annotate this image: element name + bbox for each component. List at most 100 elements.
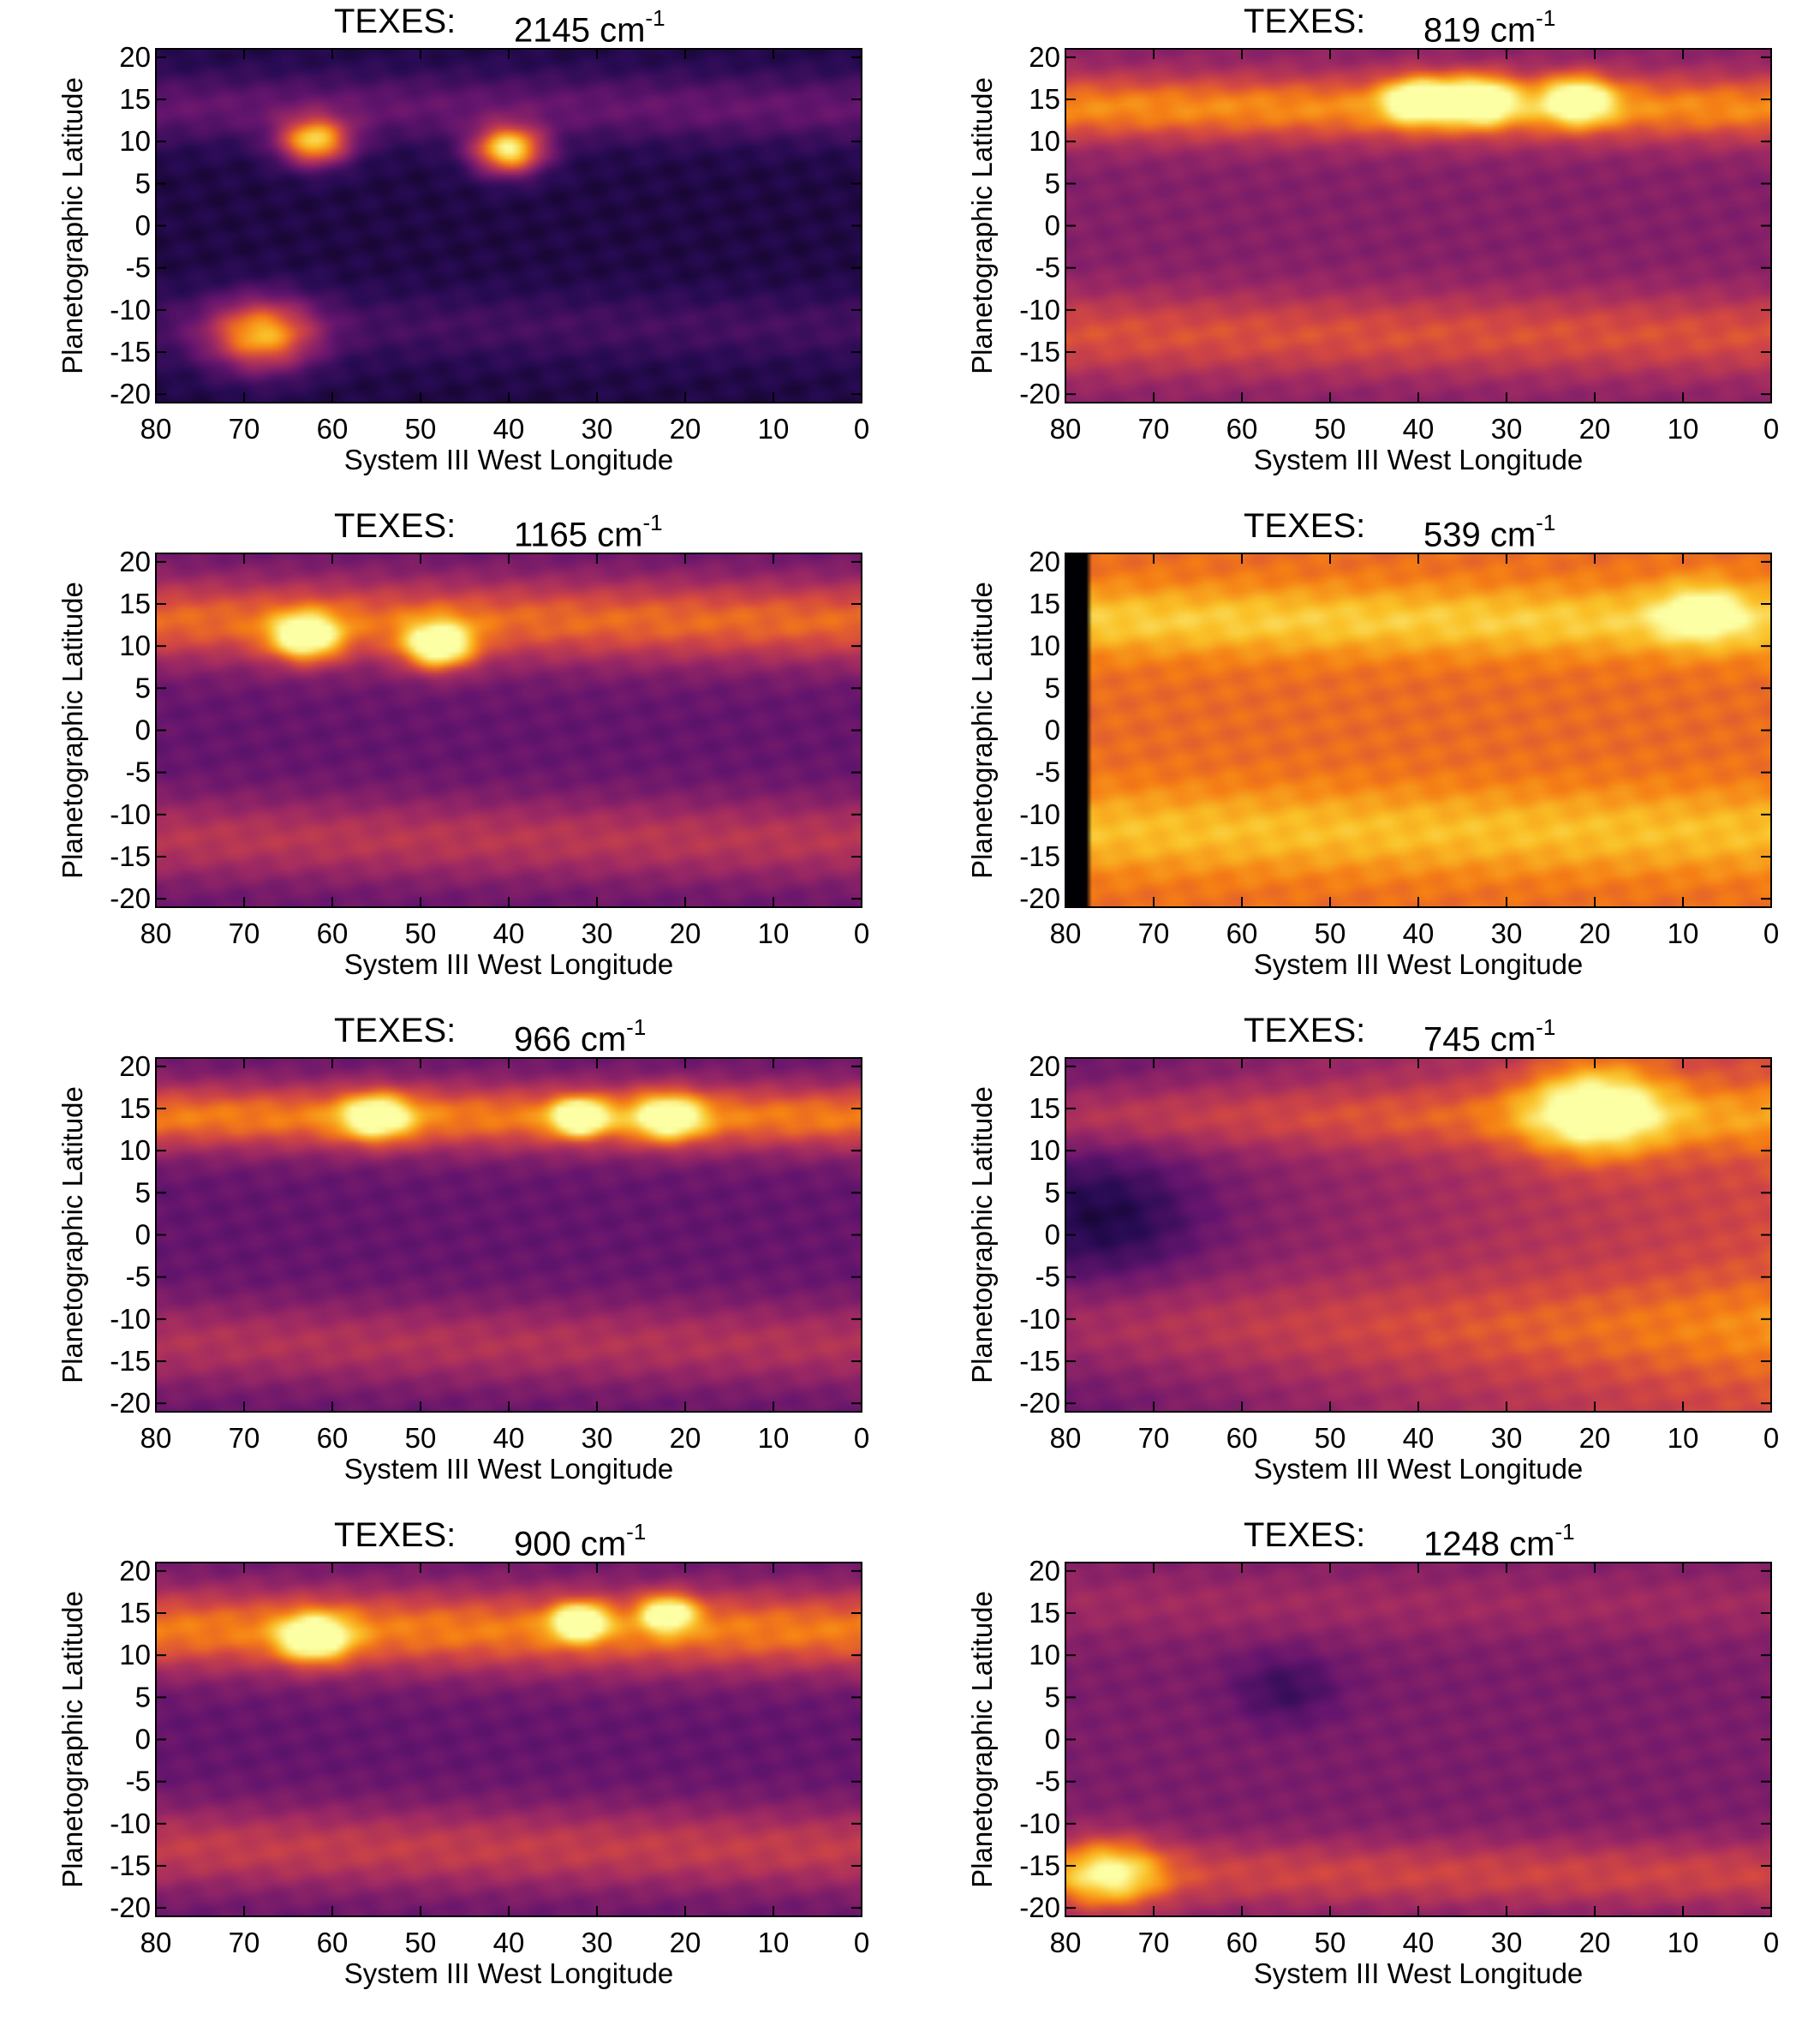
y-tick-label: 5	[1045, 1681, 1060, 1712]
heatmap-panel: TEXES: 2145 cm-1 80 70 60 50 40 30 20 10 0 20 15 10 5 0…	[0, 0, 910, 505]
heatmap-svg: 80 70 60 50 40 30 20 10 020151050-5-10-15-20Syst…	[57, 546, 869, 980]
y-axis-label: Planetographic Latitude	[57, 582, 88, 879]
title-wavenumber: 2145 cm-1	[514, 0, 665, 51]
title-wavenumber-value: 539 cm	[1423, 516, 1537, 554]
y-tick-label: 15	[1029, 588, 1060, 619]
y-tick-label: -10	[1019, 1808, 1060, 1839]
title-wavenumber-value: 1248 cm	[1423, 1525, 1555, 1563]
x-tick-label: 60	[317, 1422, 349, 1454]
title-wavenumber: 1248 cm-1	[1423, 1514, 1575, 1565]
y-tick-label: -15	[110, 1850, 151, 1881]
y-tick-label: 5	[1045, 167, 1060, 199]
y-tick-label: 20	[119, 1050, 151, 1082]
x-tick-label: 50	[405, 1422, 437, 1454]
x-tick-label: 60	[317, 413, 349, 445]
y-tick-label: 10	[1029, 1639, 1060, 1670]
x-axis-label: System III West Longitude	[1254, 948, 1584, 980]
x-tick-label: 0	[854, 917, 869, 949]
heatmap-image	[156, 1563, 862, 1916]
y-tick-label: -5	[126, 1261, 151, 1293]
y-tick-label: -5	[1035, 1766, 1060, 1797]
x-tick-label: 50	[1315, 413, 1346, 445]
panel-title: TEXES: 745 cm-1	[910, 1009, 1819, 1058]
y-tick-label: -5	[126, 252, 151, 284]
title-instrument: TEXES:	[334, 3, 456, 40]
y-tick-label: 15	[1029, 83, 1060, 115]
y-tick-label: 5	[135, 167, 151, 199]
x-tick-label: 10	[758, 413, 790, 445]
y-tick-label: 5	[135, 1176, 151, 1208]
y-tick-label: 10	[1029, 1134, 1060, 1166]
x-tick-label: 0	[854, 1927, 869, 1958]
y-tick-label: 15	[1029, 1092, 1060, 1124]
x-axis-label: System III West Longitude	[1254, 444, 1584, 475]
x-tick-label: 80	[1050, 1927, 1082, 1958]
x-tick-label: 50	[405, 1927, 437, 1958]
y-tick-label: -20	[110, 378, 151, 409]
y-tick-label: -15	[110, 1345, 151, 1377]
x-tick-label: 40	[493, 1422, 525, 1454]
y-tick-label: 0	[135, 714, 151, 746]
y-axis-label: Planetographic Latitude	[966, 1086, 998, 1384]
title-wavenumber-value: 745 cm	[1423, 1020, 1537, 1059]
panel-title: TEXES: 1165 cm-1	[0, 505, 910, 553]
y-tick-label: -10	[110, 294, 151, 326]
heatmap-image	[1065, 49, 1771, 403]
y-tick-label: -10	[110, 798, 151, 830]
y-tick-label: -5	[126, 1766, 151, 1797]
y-tick-label: 5	[135, 1681, 151, 1712]
x-tick-label: 0	[1763, 1927, 1779, 1958]
title-exponent: -1	[626, 1014, 647, 1040]
x-tick-label: 30	[1491, 413, 1523, 445]
heatmap-image	[1065, 553, 1771, 907]
x-tick-label: 30	[582, 1422, 613, 1454]
y-tick-label: 0	[1045, 210, 1060, 242]
y-tick-label: -10	[1019, 1303, 1060, 1335]
title-exponent: -1	[1536, 5, 1556, 31]
x-tick-label: 20	[670, 413, 701, 445]
y-tick-label: 0	[1045, 714, 1060, 746]
x-tick-label: 80	[140, 1422, 172, 1454]
x-tick-label: 50	[1315, 917, 1346, 949]
x-tick-label: 70	[1138, 917, 1170, 949]
y-tick-label: -20	[110, 1892, 151, 1923]
heatmap-image	[1065, 1563, 1771, 1916]
y-tick-label: -5	[126, 756, 151, 788]
title-exponent: -1	[642, 510, 663, 535]
x-tick-label: 40	[493, 917, 525, 949]
heatmap-svg: 80 70 60 50 40 30 20 10 020151050-5-10-15-20Syst…	[57, 1555, 869, 1989]
x-tick-label: 80	[1050, 917, 1082, 949]
x-tick-label: 40	[1403, 917, 1435, 949]
y-axis-label: Planetographic Latitude	[57, 77, 88, 374]
y-tick-label: 20	[1029, 546, 1060, 577]
y-tick-label: -10	[1019, 294, 1060, 326]
y-tick-label: -20	[1019, 1892, 1060, 1923]
title-wavenumber-value: 900 cm	[514, 1525, 627, 1563]
y-tick-label: 20	[119, 546, 151, 577]
title-wavenumber-value: 819 cm	[1423, 11, 1537, 50]
y-tick-label: -10	[1019, 798, 1060, 830]
x-axis-label: System III West Longitude	[344, 444, 674, 475]
title-instrument: TEXES:	[1244, 3, 1366, 40]
y-tick-label: 15	[119, 1597, 151, 1629]
panel-title: TEXES: 819 cm-1	[910, 0, 1819, 49]
heatmap-panel: TEXES: 819 cm-1 80 70 60 50 40 30 20 10 0 20 15 10 5 0-…	[910, 0, 1819, 505]
y-tick-label: -5	[1035, 1261, 1060, 1293]
heatmap-svg: 80 70 60 50 40 30 20 10 020151050-5-10-15-20Syst…	[966, 546, 1779, 980]
title-instrument: TEXES:	[1244, 1012, 1366, 1049]
x-tick-label: 50	[405, 917, 437, 949]
y-tick-label: 10	[1029, 630, 1060, 661]
x-axis-label: System III West Longitude	[344, 1453, 674, 1485]
y-tick-label: -20	[1019, 1387, 1060, 1419]
x-tick-label: 0	[854, 413, 869, 445]
x-tick-label: 70	[229, 917, 260, 949]
panel-title: TEXES: 539 cm-1	[910, 505, 1819, 553]
x-tick-label: 60	[1226, 413, 1258, 445]
x-tick-label: 20	[670, 1422, 701, 1454]
title-exponent: -1	[1536, 510, 1556, 535]
heatmap-image	[156, 553, 862, 907]
x-tick-label: 30	[1491, 917, 1523, 949]
x-axis-label: System III West Longitude	[344, 948, 674, 980]
y-tick-label: -20	[110, 882, 151, 914]
y-tick-label: -15	[1019, 336, 1060, 368]
